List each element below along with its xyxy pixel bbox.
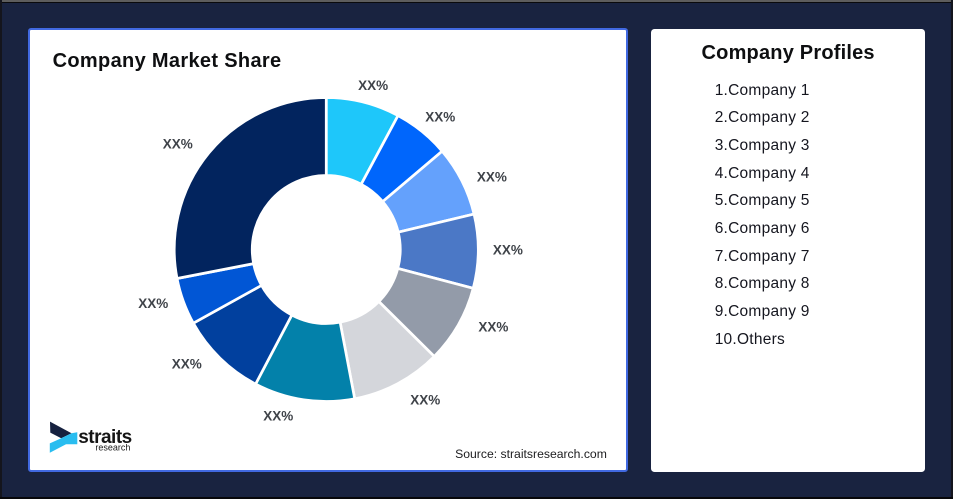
svg-text:XX%: XX%	[477, 170, 507, 185]
svg-text:XX%: XX%	[172, 357, 202, 372]
svg-text:XX%: XX%	[163, 137, 193, 152]
svg-text:XX%: XX%	[138, 296, 168, 311]
svg-text:XX%: XX%	[410, 393, 440, 408]
svg-text:XX%: XX%	[263, 408, 293, 423]
svg-text:research: research	[95, 443, 130, 453]
svg-text:straits: straits	[78, 427, 132, 448]
svg-text:XX%: XX%	[493, 243, 523, 258]
svg-text:XX%: XX%	[425, 110, 455, 125]
svg-text:XX%: XX%	[478, 320, 508, 335]
svg-text:XX%: XX%	[358, 78, 388, 93]
